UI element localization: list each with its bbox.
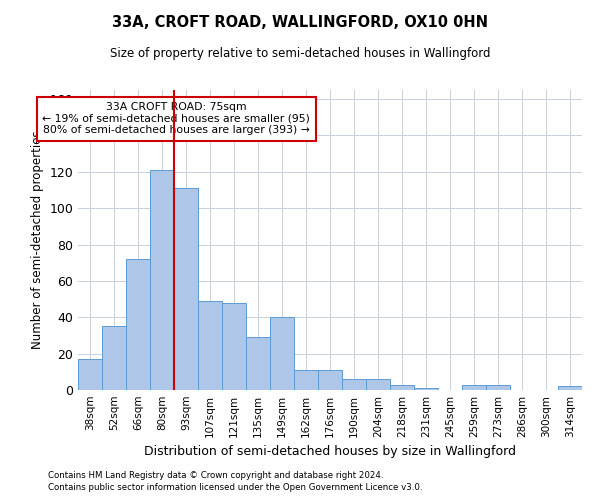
Bar [174, 188, 198, 390]
Bar [366, 379, 390, 390]
Text: Contains public sector information licensed under the Open Government Licence v3: Contains public sector information licen… [48, 484, 422, 492]
Y-axis label: Number of semi-detached properties: Number of semi-detached properties [31, 130, 44, 350]
Bar [126, 259, 150, 390]
X-axis label: Distribution of semi-detached houses by size in Wallingford: Distribution of semi-detached houses by … [144, 446, 516, 458]
Bar [294, 370, 318, 390]
Bar [270, 318, 294, 390]
Bar [462, 384, 486, 390]
Bar [102, 326, 126, 390]
Bar [78, 359, 102, 390]
Bar [198, 301, 222, 390]
Bar [150, 170, 174, 390]
Text: 33A, CROFT ROAD, WALLINGFORD, OX10 0HN: 33A, CROFT ROAD, WALLINGFORD, OX10 0HN [112, 15, 488, 30]
Text: 33A CROFT ROAD: 75sqm
← 19% of semi-detached houses are smaller (95)
80% of semi: 33A CROFT ROAD: 75sqm ← 19% of semi-deta… [43, 102, 310, 135]
Bar [486, 384, 510, 390]
Bar [318, 370, 342, 390]
Bar [390, 384, 414, 390]
Text: Size of property relative to semi-detached houses in Wallingford: Size of property relative to semi-detach… [110, 48, 490, 60]
Bar [414, 388, 438, 390]
Bar [222, 302, 246, 390]
Bar [558, 386, 582, 390]
Bar [246, 338, 270, 390]
Bar [342, 379, 366, 390]
Text: Contains HM Land Registry data © Crown copyright and database right 2024.: Contains HM Land Registry data © Crown c… [48, 471, 383, 480]
